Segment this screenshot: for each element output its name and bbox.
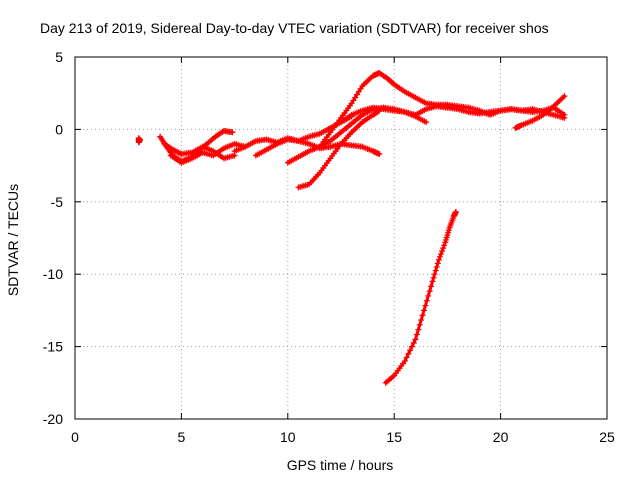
data-point bbox=[419, 312, 426, 319]
data-point bbox=[561, 111, 568, 118]
data-point bbox=[438, 250, 445, 257]
data-point bbox=[420, 307, 427, 314]
data-point bbox=[439, 248, 446, 255]
data-point bbox=[405, 350, 412, 357]
x-tick-label: 0 bbox=[71, 429, 79, 445]
series-arc-12 bbox=[382, 208, 459, 386]
chart-title: Day 213 of 2019, Sidereal Day-to-day VTE… bbox=[40, 20, 549, 36]
data-point bbox=[415, 326, 422, 333]
data-point bbox=[136, 136, 143, 143]
y-tick-label: -20 bbox=[43, 411, 63, 427]
data-point bbox=[436, 253, 443, 260]
data-point bbox=[401, 358, 408, 365]
data-point bbox=[432, 267, 439, 274]
series-arc-10 bbox=[338, 103, 568, 126]
x-axis-label: GPS time / hours bbox=[287, 457, 394, 473]
data-point bbox=[426, 288, 433, 295]
data-point bbox=[376, 151, 383, 158]
plot-frame bbox=[74, 56, 608, 420]
y-tick-label: -10 bbox=[43, 266, 63, 282]
data-point bbox=[441, 242, 448, 249]
data-point bbox=[433, 263, 440, 270]
x-tick-label: 15 bbox=[386, 429, 402, 445]
x-tick-label: 5 bbox=[178, 429, 186, 445]
data-marks bbox=[135, 69, 568, 386]
data-point bbox=[423, 119, 430, 126]
data-point bbox=[425, 292, 432, 299]
data-point bbox=[418, 317, 425, 324]
axis-ticks: 0 5 10 15 20 25 -20 -15 -10 -5 0 5 bbox=[43, 49, 615, 445]
x-tick-label: 20 bbox=[493, 429, 509, 445]
data-point bbox=[452, 208, 459, 215]
grid bbox=[75, 57, 607, 419]
data-point bbox=[412, 336, 419, 343]
data-point bbox=[429, 278, 436, 285]
series-arc-11 bbox=[512, 93, 568, 131]
x-tick-label: 10 bbox=[280, 429, 296, 445]
data-point bbox=[403, 354, 410, 361]
y-axis-label: SDTVAR / TECUs bbox=[5, 184, 21, 296]
data-point bbox=[423, 297, 430, 304]
data-point bbox=[416, 321, 423, 328]
data-point bbox=[407, 347, 414, 354]
y-tick-label: 5 bbox=[55, 49, 63, 65]
y-tick-label: 0 bbox=[55, 121, 63, 137]
data-point bbox=[422, 302, 429, 309]
data-point bbox=[435, 256, 442, 263]
data-point bbox=[440, 245, 447, 252]
y-tick-label: -5 bbox=[51, 194, 64, 210]
series-arc-1 bbox=[135, 135, 143, 146]
data-point bbox=[561, 93, 568, 100]
data-point bbox=[229, 129, 236, 136]
x-tick-label: 25 bbox=[599, 429, 615, 445]
data-point bbox=[431, 271, 438, 278]
data-point bbox=[430, 274, 437, 281]
data-point bbox=[413, 331, 420, 338]
series-arc-8 bbox=[295, 107, 383, 191]
data-point bbox=[434, 260, 441, 267]
y-tick-label: -15 bbox=[43, 339, 63, 355]
data-point bbox=[408, 343, 415, 350]
data-point bbox=[410, 339, 417, 346]
data-point bbox=[428, 283, 435, 290]
